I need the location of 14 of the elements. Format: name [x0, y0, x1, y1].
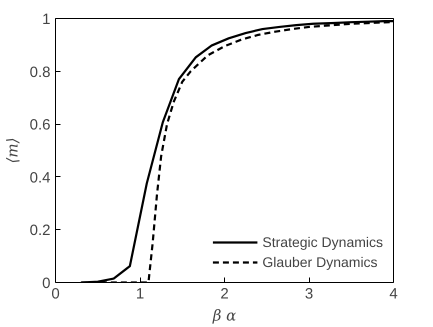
legend-label: Glauber Dynamics [262, 254, 378, 270]
y-tick-label: 0.4 [30, 169, 51, 186]
y-tick-label: 0.2 [30, 222, 51, 240]
y-tick-label: 0.6 [30, 116, 51, 134]
x-axis-title: β α [212, 306, 236, 324]
x-tick-label: 1 [136, 286, 144, 302]
y-tick-label: 1 [42, 11, 50, 28]
y-axis-title: ⟨m⟩ [4, 138, 22, 164]
y-tick-label: 0.8 [30, 64, 51, 81]
x-tick-label: 3 [304, 286, 314, 302]
x-tick-label: 4 [389, 286, 398, 302]
x-tick-label: 2 [220, 286, 229, 302]
y-tick-label: 0 [42, 275, 50, 292]
legend-label: Strategic Dynamics [262, 234, 383, 250]
